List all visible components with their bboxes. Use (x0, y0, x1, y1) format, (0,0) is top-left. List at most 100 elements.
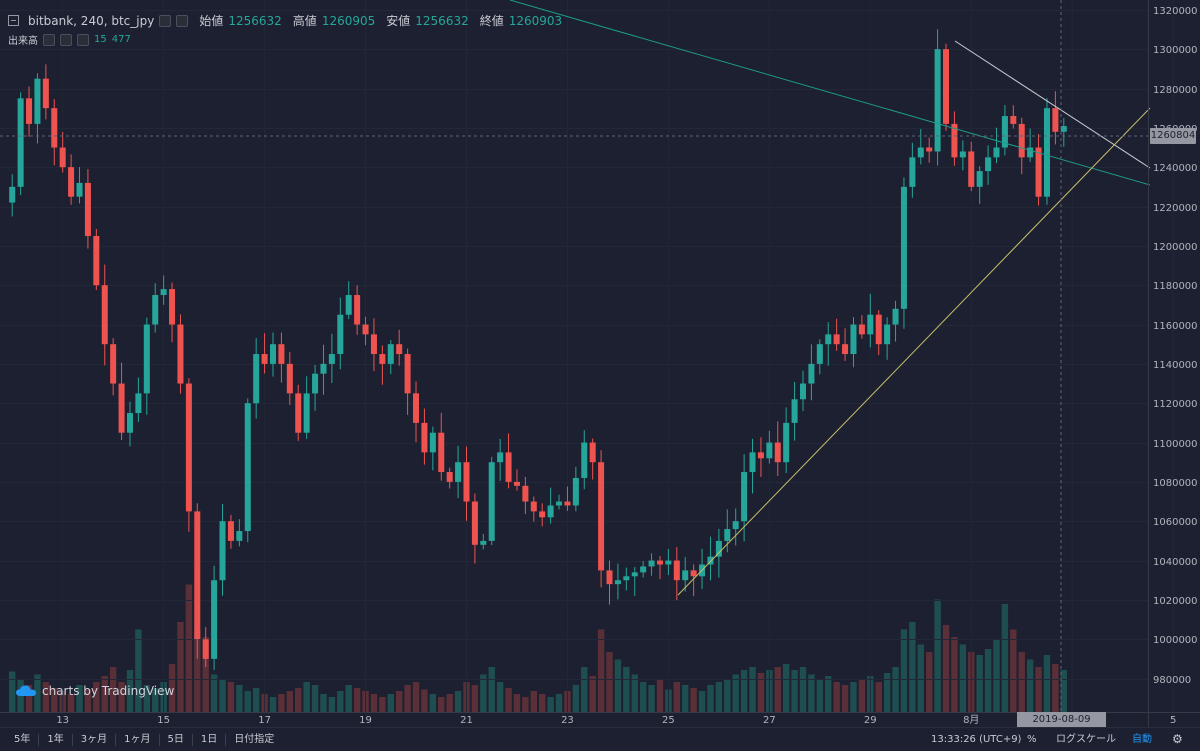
candle-body (741, 472, 748, 522)
collapse-legend-icon[interactable] (8, 15, 19, 26)
candle-body (614, 580, 621, 585)
candle-body (219, 521, 226, 581)
volume-bar (412, 682, 420, 712)
candle-body (884, 324, 891, 345)
series-settings-icon[interactable] (176, 14, 189, 27)
candle-body (227, 521, 234, 541)
candle-body (732, 521, 739, 530)
low-value: 1256632 (415, 13, 469, 28)
candle-body (101, 285, 108, 345)
y-tick-label: 1000000 (1153, 635, 1198, 646)
volume-bar (883, 673, 891, 712)
cloud-logo-icon (16, 685, 36, 696)
price-chart[interactable]: 980000 1000000 1020000 1040000 1060000 108000… (0, 0, 1200, 727)
timeframe-3m[interactable]: 3ヶ月 (73, 733, 117, 746)
candle-body (589, 442, 596, 463)
percent-toggle[interactable]: % (1027, 734, 1037, 745)
volume-bar (909, 622, 916, 712)
candle-body (328, 354, 335, 364)
candle-body (640, 566, 647, 573)
candle-body (757, 452, 764, 459)
candle-body (539, 511, 546, 518)
symbol-title[interactable]: bitbank, 240, btc_jpy (28, 13, 155, 28)
candle-body (959, 151, 966, 158)
candle-body (118, 383, 125, 433)
candle-body (766, 442, 773, 459)
volume-settings-icon[interactable] (60, 33, 72, 46)
timeframe-group: 5年 1年 3ヶ月 1ヶ月 5日 1日 日付指定 (0, 733, 282, 746)
volume-bar (1052, 664, 1059, 712)
volume-bar (101, 676, 108, 712)
candle-body (126, 413, 133, 433)
candle-body (202, 639, 209, 659)
volume-bar (194, 629, 201, 712)
yellow-support-trendline (677, 107, 1151, 596)
volume-bar (454, 691, 462, 712)
candle-body (345, 295, 352, 315)
candle-body (438, 432, 445, 473)
y-tick-label: 1080000 (1153, 478, 1198, 489)
volume-bar (1010, 629, 1017, 712)
candle-body (396, 344, 403, 355)
candle-body (825, 334, 832, 345)
volume-bar (438, 697, 445, 712)
open-label: 始値 (199, 14, 224, 28)
candle-body (42, 78, 49, 109)
volume-bar (782, 664, 790, 712)
clock-display[interactable]: 13:33:26 (UTC+9) (931, 734, 1022, 745)
volume-bar (51, 688, 58, 712)
volume-bar (337, 691, 344, 712)
candle-body (505, 452, 512, 482)
volume-bar (673, 682, 681, 712)
volume-bar (993, 640, 1000, 712)
timeframe-1d[interactable]: 1日 (193, 733, 227, 746)
volume-label: 出来高 (8, 36, 38, 47)
high-label: 高値 (292, 14, 317, 28)
y-tick-label: 1180000 (1153, 281, 1198, 292)
volume-bar (934, 599, 941, 712)
volume-bar (774, 667, 781, 712)
timeframe-1m[interactable]: 1ヶ月 (116, 733, 160, 746)
volume-close-icon[interactable] (77, 33, 89, 46)
timeframe-5y[interactable]: 5年 (6, 733, 40, 746)
log-scale-toggle[interactable]: ログスケール (1056, 734, 1116, 745)
volume-bar (875, 682, 882, 712)
y-tick-label: 1300000 (1153, 45, 1198, 56)
gear-icon[interactable]: ⚙ (1172, 732, 1183, 746)
volume-bar (488, 667, 495, 712)
y-tick-label: 1220000 (1153, 203, 1198, 214)
goto-date-button[interactable]: 日付指定 (234, 733, 275, 745)
candle-body (269, 344, 277, 364)
candle-body (59, 147, 66, 168)
volume-hide-icon[interactable] (43, 33, 55, 46)
volume-bar (900, 629, 908, 712)
candle-body (665, 560, 672, 565)
volume-bar (833, 682, 840, 712)
candle-body (295, 393, 302, 433)
open-value: 1256632 (228, 13, 282, 28)
candle-body (1010, 116, 1017, 124)
y-tick-label: 1020000 (1153, 596, 1198, 607)
candle-body (26, 98, 33, 124)
timeframe-5d[interactable]: 5日 (160, 733, 193, 746)
volume-bar (404, 685, 411, 712)
volume-bar (724, 679, 731, 712)
volume-bar (202, 637, 209, 712)
candle-body (84, 182, 91, 237)
candle-body (673, 560, 680, 581)
volume-bar (236, 685, 243, 712)
auto-scale-toggle[interactable]: 自動 (1132, 734, 1152, 745)
volume-bar (76, 685, 83, 712)
volume-bar (892, 667, 899, 712)
volume-bar (109, 667, 117, 712)
timeframe-1y[interactable]: 1年 (39, 733, 73, 746)
tradingview-watermark[interactable]: charts by TradingView (16, 684, 174, 698)
candle-body (480, 540, 487, 545)
candle-body (303, 393, 310, 433)
volume-bar (555, 694, 563, 712)
volume-bar (850, 682, 857, 712)
hide-series-icon[interactable] (159, 14, 172, 27)
volume-value-b: 477 (111, 34, 131, 45)
candle-body (244, 403, 251, 532)
candle-body (799, 383, 807, 400)
